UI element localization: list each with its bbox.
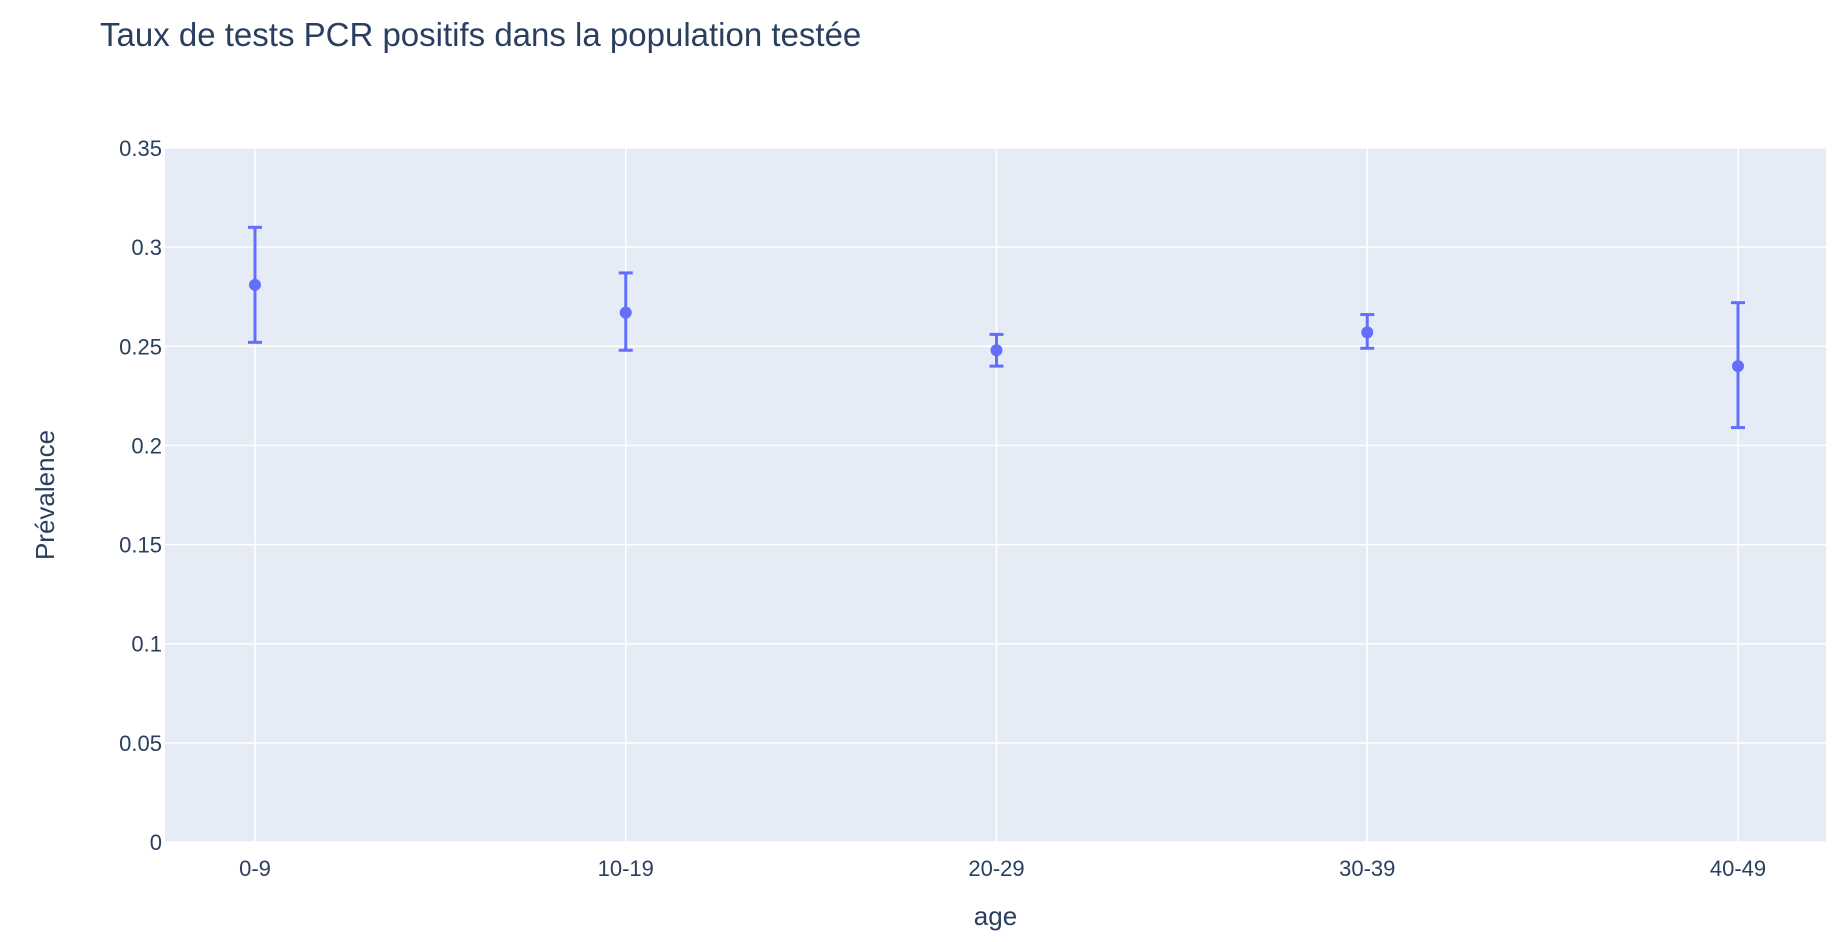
y-axis-title: Prévalence xyxy=(30,430,60,560)
data-point[interactable] xyxy=(1732,360,1744,373)
data-point[interactable] xyxy=(619,306,632,319)
data-point-group xyxy=(989,332,1004,368)
data-point-group xyxy=(1360,313,1375,350)
data-point[interactable] xyxy=(990,344,1003,357)
x-tick-label: 0-9 xyxy=(239,856,271,881)
data-layer xyxy=(248,225,1745,430)
data-point-group xyxy=(618,271,633,352)
y-tick-label: 0 xyxy=(150,830,162,855)
data-point-group xyxy=(248,225,262,344)
data-point-group xyxy=(1731,301,1745,430)
plot-area xyxy=(165,148,1826,842)
x-tick-label: 10-19 xyxy=(598,856,654,881)
y-tick-label: 0.15 xyxy=(119,533,162,558)
x-tick-labels: 0-9 10-19 20-29 30-39 40-49 xyxy=(239,856,1766,881)
y-tick-labels: 0 0.05 0.1 0.15 0.2 0.25 0.3 0.35 xyxy=(119,136,162,855)
y-tick-label: 0.2 xyxy=(131,433,162,458)
y-tick-label: 0.1 xyxy=(131,632,162,657)
data-point[interactable] xyxy=(249,278,261,291)
chart-title: Taux de tests PCR positifs dans la popul… xyxy=(100,16,861,53)
x-tick-label: 40-49 xyxy=(1710,856,1766,881)
x-tick-label: 30-39 xyxy=(1339,856,1395,881)
y-tick-label: 0.05 xyxy=(119,731,162,756)
data-point[interactable] xyxy=(1361,326,1374,339)
x-tick-label: 20-29 xyxy=(968,856,1024,881)
x-axis-title: age xyxy=(974,901,1017,931)
y-tick-label: 0.25 xyxy=(119,334,162,359)
y-tick-label: 0.3 xyxy=(131,235,162,260)
y-tick-label: 0.35 xyxy=(119,136,162,161)
